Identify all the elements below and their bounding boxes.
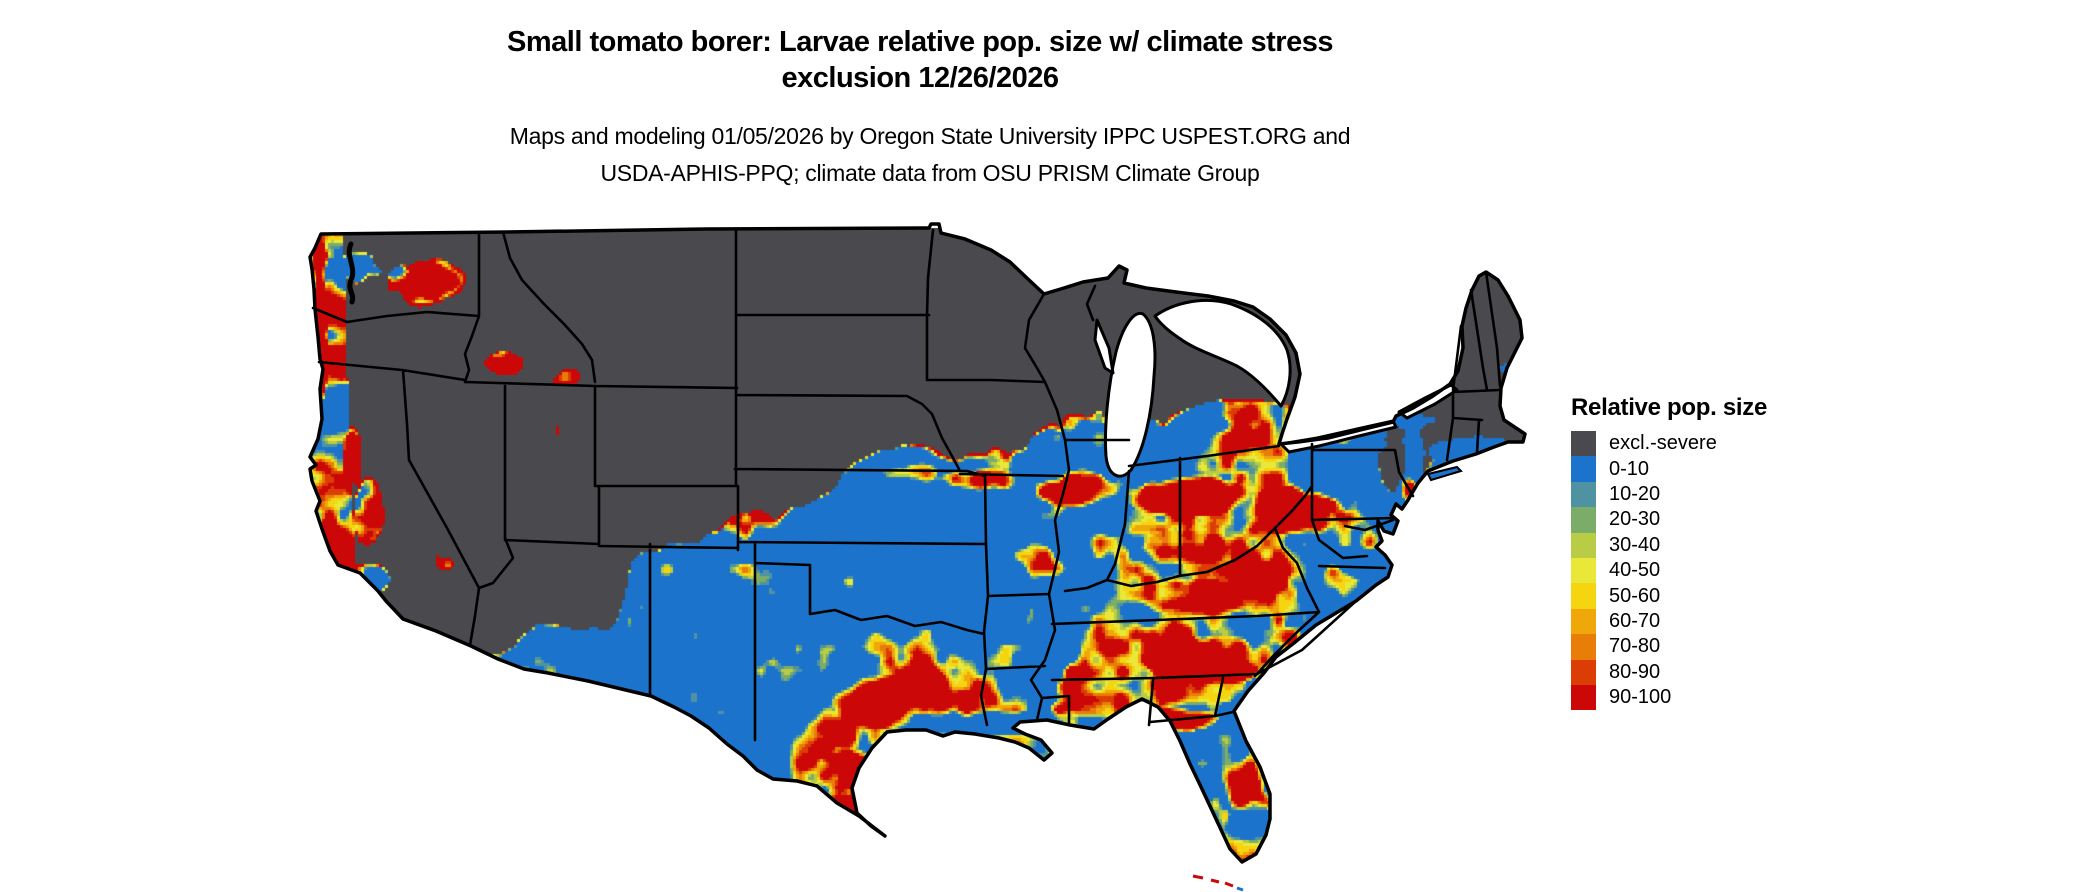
legend-item: 30-40 bbox=[1571, 532, 1767, 558]
legend-item-label: 70-80 bbox=[1609, 635, 1661, 658]
florida-keys bbox=[1192, 874, 1234, 888]
legend-item-label: 40-50 bbox=[1609, 559, 1661, 582]
legend-item-label: 90-100 bbox=[1609, 686, 1672, 709]
legend-item: 60-70 bbox=[1571, 608, 1767, 635]
title-line-1: Small tomato borer: Larvae relative pop.… bbox=[507, 26, 1333, 58]
legend-swatch bbox=[1571, 634, 1596, 660]
lake-michigan bbox=[1103, 311, 1157, 478]
us-outline bbox=[308, 222, 1527, 864]
legend: Relative pop. size excl.-severe 0-10 10-20… bbox=[1571, 394, 1767, 711]
lake-ontario bbox=[1397, 383, 1459, 420]
legend-swatch bbox=[1571, 431, 1596, 457]
legend-item-label: 30-40 bbox=[1609, 533, 1661, 556]
legend-item: 10-20 bbox=[1571, 481, 1767, 508]
legend-swatch bbox=[1571, 583, 1596, 609]
legend-title: Relative pop. size bbox=[1571, 394, 1767, 421]
title-line-2: exclusion 12/26/2026 bbox=[781, 62, 1059, 94]
subtitle-line-1: Maps and modeling 01/05/2026 by Oregon S… bbox=[509, 123, 1351, 149]
legend-item-label: 10-20 bbox=[1609, 482, 1661, 505]
legend-swatch bbox=[1571, 456, 1596, 482]
us-map bbox=[307, 222, 1532, 892]
legend-item-label: excl.-severe bbox=[1609, 432, 1717, 455]
legend-item-label: 0-10 bbox=[1609, 457, 1650, 480]
long-island bbox=[1426, 465, 1463, 482]
green-bay bbox=[1093, 318, 1115, 375]
puget-sound bbox=[346, 241, 356, 305]
legend-item: 80-90 bbox=[1571, 659, 1767, 685]
legend-swatch bbox=[1571, 608, 1596, 635]
legend-swatch bbox=[1571, 507, 1596, 533]
legend-item-label: 60-70 bbox=[1609, 609, 1661, 632]
florida-keys-east bbox=[1236, 886, 1244, 892]
page-title: Small tomato borer: Larvae relative pop.… bbox=[0, 24, 1840, 96]
map-raster-canvas bbox=[307, 228, 1532, 888]
legend-item: 70-80 bbox=[1571, 634, 1767, 660]
map-borders-svg bbox=[308, 222, 1527, 892]
state-borders bbox=[311, 228, 1502, 742]
legend-item-label: 50-60 bbox=[1609, 584, 1661, 607]
legend-swatch bbox=[1571, 532, 1596, 558]
legend-item-label: 80-90 bbox=[1609, 660, 1661, 683]
page-subtitle: Maps and modeling 01/05/2026 by Oregon S… bbox=[0, 118, 1860, 192]
legend-item: 50-60 bbox=[1571, 583, 1767, 609]
legend-item: excl.-severe bbox=[1571, 431, 1767, 457]
legend-item: 40-50 bbox=[1571, 557, 1767, 584]
legend-item-label: 20-30 bbox=[1609, 508, 1661, 531]
legend-swatch bbox=[1571, 684, 1596, 711]
legend-item: 90-100 bbox=[1571, 684, 1767, 711]
legend-swatch bbox=[1571, 659, 1596, 685]
legend-item: 0-10 bbox=[1571, 456, 1767, 482]
legend-swatch bbox=[1571, 557, 1596, 584]
subtitle-line-2: USDA-APHIS-PPQ; climate data from OSU PR… bbox=[600, 160, 1260, 186]
legend-item: 20-30 bbox=[1571, 507, 1767, 533]
legend-rows: excl.-severe 0-10 10-20 20-30 30-40 40-50 50-6… bbox=[1571, 431, 1767, 711]
lake-huron bbox=[1153, 298, 1292, 408]
legend-swatch bbox=[1571, 481, 1596, 508]
